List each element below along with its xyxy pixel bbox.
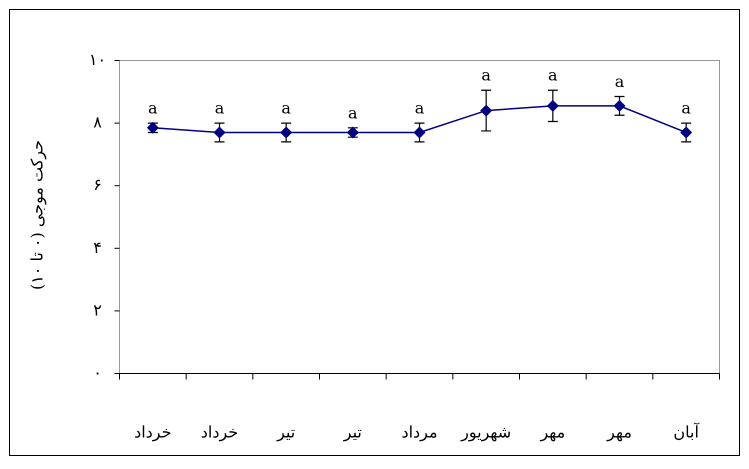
y-tick-label: ۸ [93, 113, 102, 132]
x-tick-label: خرداد [134, 423, 171, 442]
data-annotation: a [348, 103, 358, 122]
data-annotation: a [548, 66, 558, 85]
marker [280, 126, 293, 139]
data-annotation: a [615, 72, 625, 91]
marker [480, 104, 493, 117]
marker [546, 99, 559, 112]
y-axis-title: حرکت موجی (۰ تا ۱۰) [28, 140, 47, 290]
x-tick-label: تیر [276, 423, 295, 442]
marker [146, 121, 159, 134]
y-tick-label: ۲ [93, 300, 102, 319]
x-tick-label: آبان [673, 422, 700, 442]
marker [613, 99, 626, 112]
y-tick-label: ۰ [93, 363, 102, 382]
y-tick-label: ۱۰ [89, 50, 106, 69]
data-annotation: a [681, 99, 691, 118]
y-tick-label: ۴ [93, 238, 102, 257]
marker [413, 126, 426, 139]
x-tick-label: مرداد [401, 423, 437, 442]
data-annotation: a [215, 99, 225, 118]
marker [680, 126, 693, 139]
data-annotation: a [148, 99, 158, 118]
marker [213, 126, 226, 139]
y-tick-label: ۶ [93, 175, 102, 194]
marker [346, 126, 359, 139]
x-tick-label: خرداد [201, 423, 238, 442]
x-tick-label: مهر [606, 423, 632, 442]
data-annotation: a [415, 99, 425, 118]
data-annotation: a [481, 66, 491, 85]
data-annotation: a [281, 99, 291, 118]
x-tick-label: مهر [539, 423, 565, 442]
x-tick-label: تیر [343, 423, 362, 442]
x-tick-label: شهریور [460, 423, 511, 442]
